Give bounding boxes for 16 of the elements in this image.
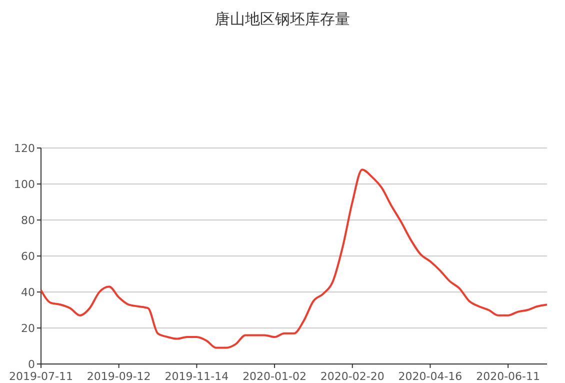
x-tick-label: 2020-02-20: [320, 370, 384, 383]
x-tick-label: 2019-07-11: [9, 370, 73, 383]
y-tick-label: 60: [21, 250, 35, 263]
line-series: [40, 168, 548, 349]
x-tick-label: 2019-09-12: [86, 370, 151, 383]
chart-title: 唐山地区钢坯库存量: [215, 10, 350, 28]
y-tick-label: 0: [28, 358, 35, 371]
x-tick-label: 2020-01-02: [242, 370, 307, 383]
x-tick-label: 2019-11-14: [164, 370, 229, 383]
x-tick-label: 2020-04-16: [398, 370, 462, 383]
y-tick-label: 100: [14, 178, 35, 191]
y-tick-label: 20: [21, 322, 35, 335]
y-tick-label: 80: [21, 214, 35, 227]
y-tick-label: 120: [14, 142, 35, 155]
x-tick-label: 2020-06-11: [476, 370, 540, 383]
y-tick-label: 40: [21, 286, 35, 299]
